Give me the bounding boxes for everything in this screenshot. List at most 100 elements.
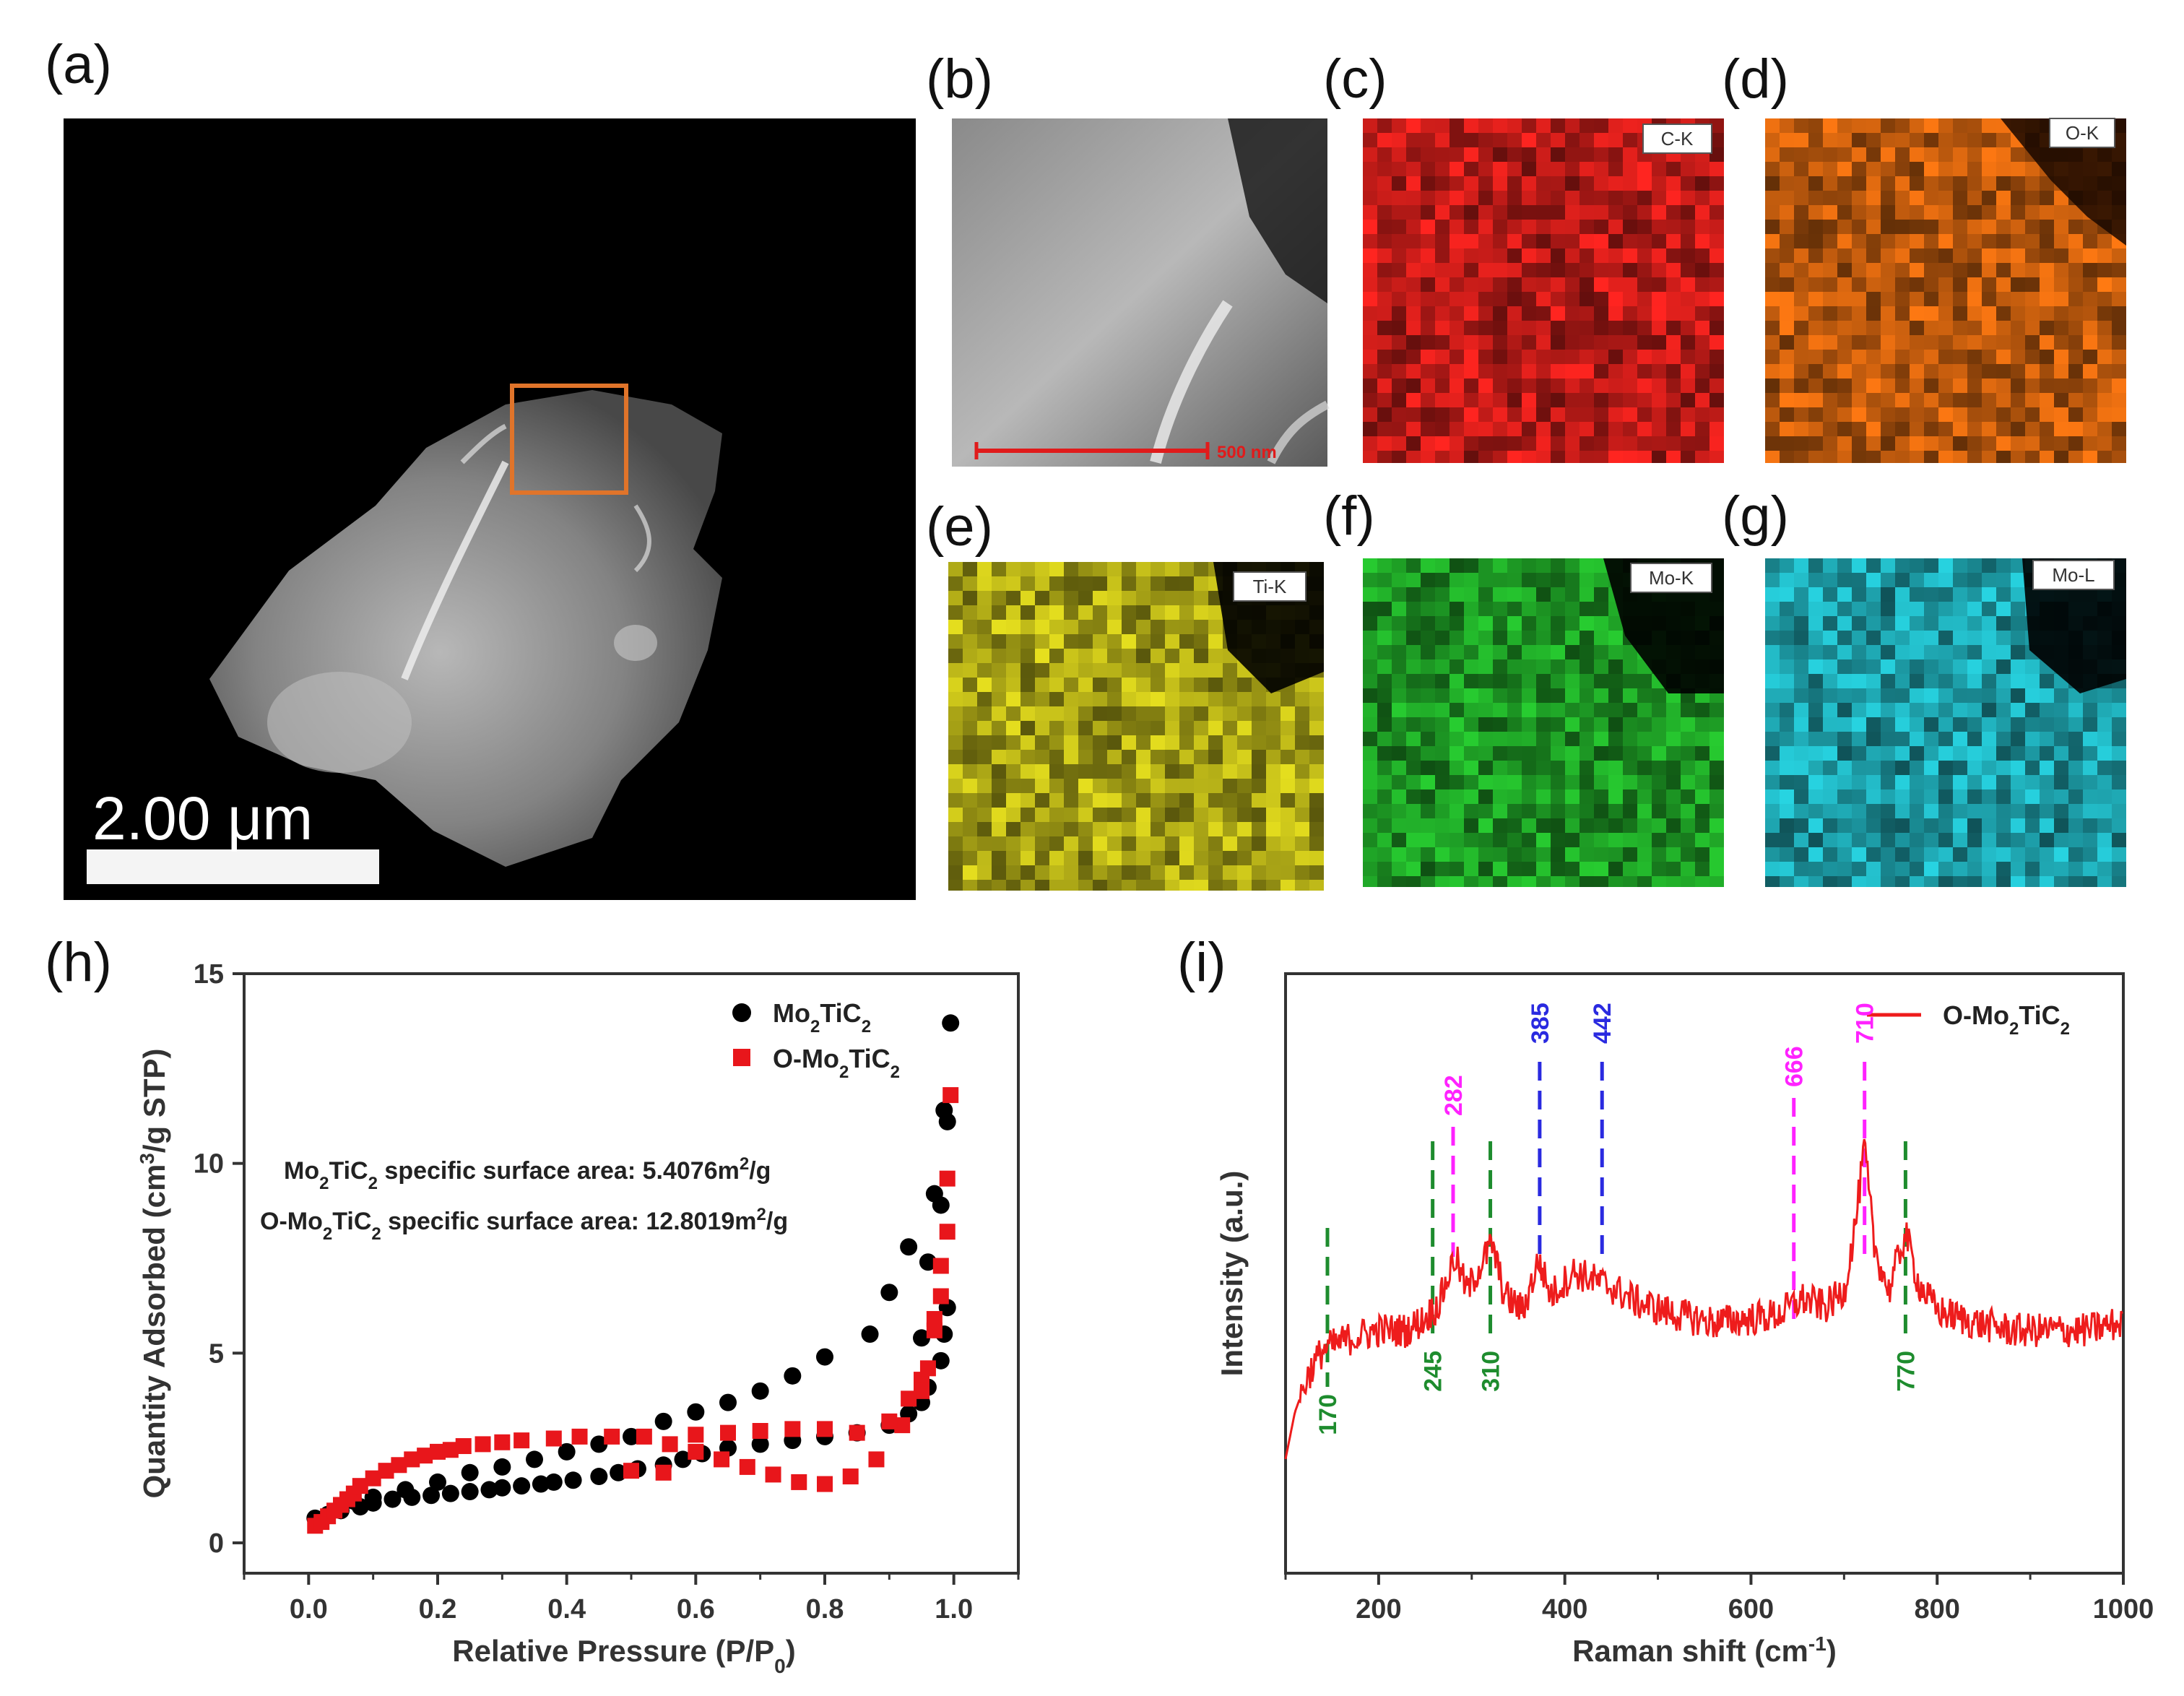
point-mo2tic2 — [461, 1483, 479, 1501]
legend-label-raman: O-Mo2TiC2 — [1943, 1000, 2070, 1039]
point-mo2tic2 — [564, 1471, 582, 1489]
point-o-mo2tic2 — [417, 1448, 433, 1464]
point-o-mo2tic2 — [365, 1470, 381, 1487]
scale-bar-a — [87, 849, 379, 884]
point-mo2tic2 — [623, 1427, 640, 1445]
point-mo2tic2 — [919, 1253, 937, 1271]
point-mo2tic2 — [461, 1463, 479, 1481]
y-tick-label: 5 — [209, 1338, 224, 1369]
tag-g: Mo-L — [2032, 560, 2115, 590]
legend-label-o-mo2tic2: O-Mo2TiC2 — [773, 1044, 900, 1082]
panel-i-label: (i) — [1177, 932, 1226, 993]
chart-i-xlabel: Raman shift (cm-1) — [1572, 1632, 1837, 1669]
peak-label-770: 770 — [1892, 1351, 1920, 1392]
peak-label-385: 385 — [1527, 1003, 1554, 1044]
x-tick-label: 800 — [1915, 1594, 1960, 1624]
point-mo2tic2 — [610, 1463, 628, 1481]
point-mo2tic2 — [441, 1484, 459, 1502]
point-mo2tic2 — [674, 1450, 692, 1468]
point-o-mo2tic2 — [404, 1451, 420, 1468]
point-mo2tic2 — [687, 1403, 705, 1421]
chart-h-annotation-2: O-Mo2TiC2 specific surface area: 12.8019… — [260, 1205, 788, 1244]
y-tick-label: 0 — [209, 1528, 224, 1559]
tag-e: Ti-K — [1233, 571, 1306, 602]
svg-text:Mo-K: Mo-K — [1649, 567, 1694, 589]
panel-f-label: (f) — [1323, 485, 1375, 547]
point-mo2tic2 — [719, 1393, 737, 1411]
point-o-mo2tic2 — [881, 1413, 898, 1429]
point-o-mo2tic2 — [842, 1468, 859, 1485]
point-mo2tic2 — [429, 1473, 446, 1491]
point-o-mo2tic2 — [765, 1466, 781, 1483]
point-o-mo2tic2 — [604, 1428, 620, 1445]
x-tick-label: 0.2 — [419, 1594, 457, 1624]
point-mo2tic2 — [932, 1351, 950, 1370]
point-o-mo2tic2 — [784, 1421, 801, 1437]
point-o-mo2tic2 — [494, 1434, 511, 1450]
x-tick-label: 0.8 — [806, 1594, 844, 1624]
x-tick-label: 1000 — [2093, 1594, 2154, 1624]
y-tick-label: 10 — [194, 1149, 224, 1180]
point-o-mo2tic2 — [455, 1438, 472, 1455]
legend-marker-o-mo2tic2 — [733, 1049, 750, 1066]
point-mo2tic2 — [493, 1458, 511, 1476]
y-tick-label: 15 — [194, 959, 224, 990]
point-o-mo2tic2 — [545, 1430, 562, 1447]
eds-map-molybdenum-l — [1765, 558, 2126, 887]
point-o-mo2tic2 — [688, 1427, 704, 1443]
peak-label-170: 170 — [1314, 1394, 1342, 1435]
x-tick-label: 0.4 — [547, 1594, 586, 1624]
tag-d: O-K — [2049, 118, 2115, 148]
point-mo2tic2 — [784, 1367, 802, 1385]
svg-text:Mo-L: Mo-L — [2052, 564, 2094, 586]
chart-i-ylabel: Intensity (a.u.) — [1215, 1171, 1249, 1377]
point-mo2tic2 — [880, 1284, 898, 1302]
point-o-mo2tic2 — [942, 1087, 959, 1104]
point-o-mo2tic2 — [378, 1463, 394, 1479]
point-o-mo2tic2 — [932, 1258, 949, 1274]
point-o-mo2tic2 — [939, 1170, 956, 1187]
chart-i-frame — [1284, 972, 2125, 1575]
point-o-mo2tic2 — [817, 1476, 833, 1492]
peak-label-666: 666 — [1781, 1046, 1808, 1087]
x-tick-label: 200 — [1356, 1594, 1401, 1624]
point-mo2tic2 — [942, 1014, 960, 1032]
point-o-mo2tic2 — [714, 1451, 730, 1468]
tag-f: Mo-K — [1630, 563, 1712, 593]
x-tick-label: 600 — [1728, 1594, 1774, 1624]
eds-map-carbon — [1363, 118, 1724, 463]
point-o-mo2tic2 — [430, 1443, 446, 1460]
point-o-mo2tic2 — [720, 1424, 736, 1441]
point-o-mo2tic2 — [623, 1463, 639, 1479]
peak-label-442: 442 — [1589, 1003, 1616, 1044]
point-o-mo2tic2 — [939, 1224, 956, 1240]
point-o-mo2tic2 — [662, 1436, 678, 1453]
point-o-mo2tic2 — [474, 1436, 491, 1453]
point-o-mo2tic2 — [914, 1383, 930, 1399]
point-o-mo2tic2 — [571, 1428, 588, 1445]
point-o-mo2tic2 — [391, 1457, 407, 1474]
region-box — [510, 384, 628, 495]
legend-label-mo2tic2: Mo2TiC2 — [773, 998, 871, 1037]
point-o-mo2tic2 — [926, 1322, 942, 1338]
scale-text-b: 500 nm — [1217, 443, 1277, 462]
point-o-mo2tic2 — [514, 1432, 530, 1449]
point-mo2tic2 — [545, 1473, 563, 1491]
point-o-mo2tic2 — [868, 1451, 885, 1468]
point-mo2tic2 — [558, 1442, 576, 1461]
chart-h-legend: Mo2TiC2 O-Mo2TiC2 — [732, 998, 900, 1082]
point-o-mo2tic2 — [817, 1421, 833, 1437]
sem-image-a: 2.00 μm — [64, 118, 916, 900]
peak-label-245: 245 — [1420, 1351, 1447, 1392]
point-o-mo2tic2 — [791, 1474, 807, 1490]
point-mo2tic2 — [384, 1490, 402, 1508]
point-mo2tic2 — [590, 1435, 608, 1453]
point-o-mo2tic2 — [901, 1390, 917, 1407]
chart-i-legend: O-Mo2TiC2 — [1867, 1000, 2070, 1039]
point-mo2tic2 — [925, 1185, 943, 1203]
raman-chart: Intensity (a.u.) Raman shift (cm-1) O-Mo… — [1215, 972, 2154, 1669]
point-o-mo2tic2 — [932, 1288, 949, 1305]
point-mo2tic2 — [396, 1481, 415, 1499]
point-o-mo2tic2 — [688, 1443, 704, 1460]
point-mo2tic2 — [913, 1329, 930, 1347]
